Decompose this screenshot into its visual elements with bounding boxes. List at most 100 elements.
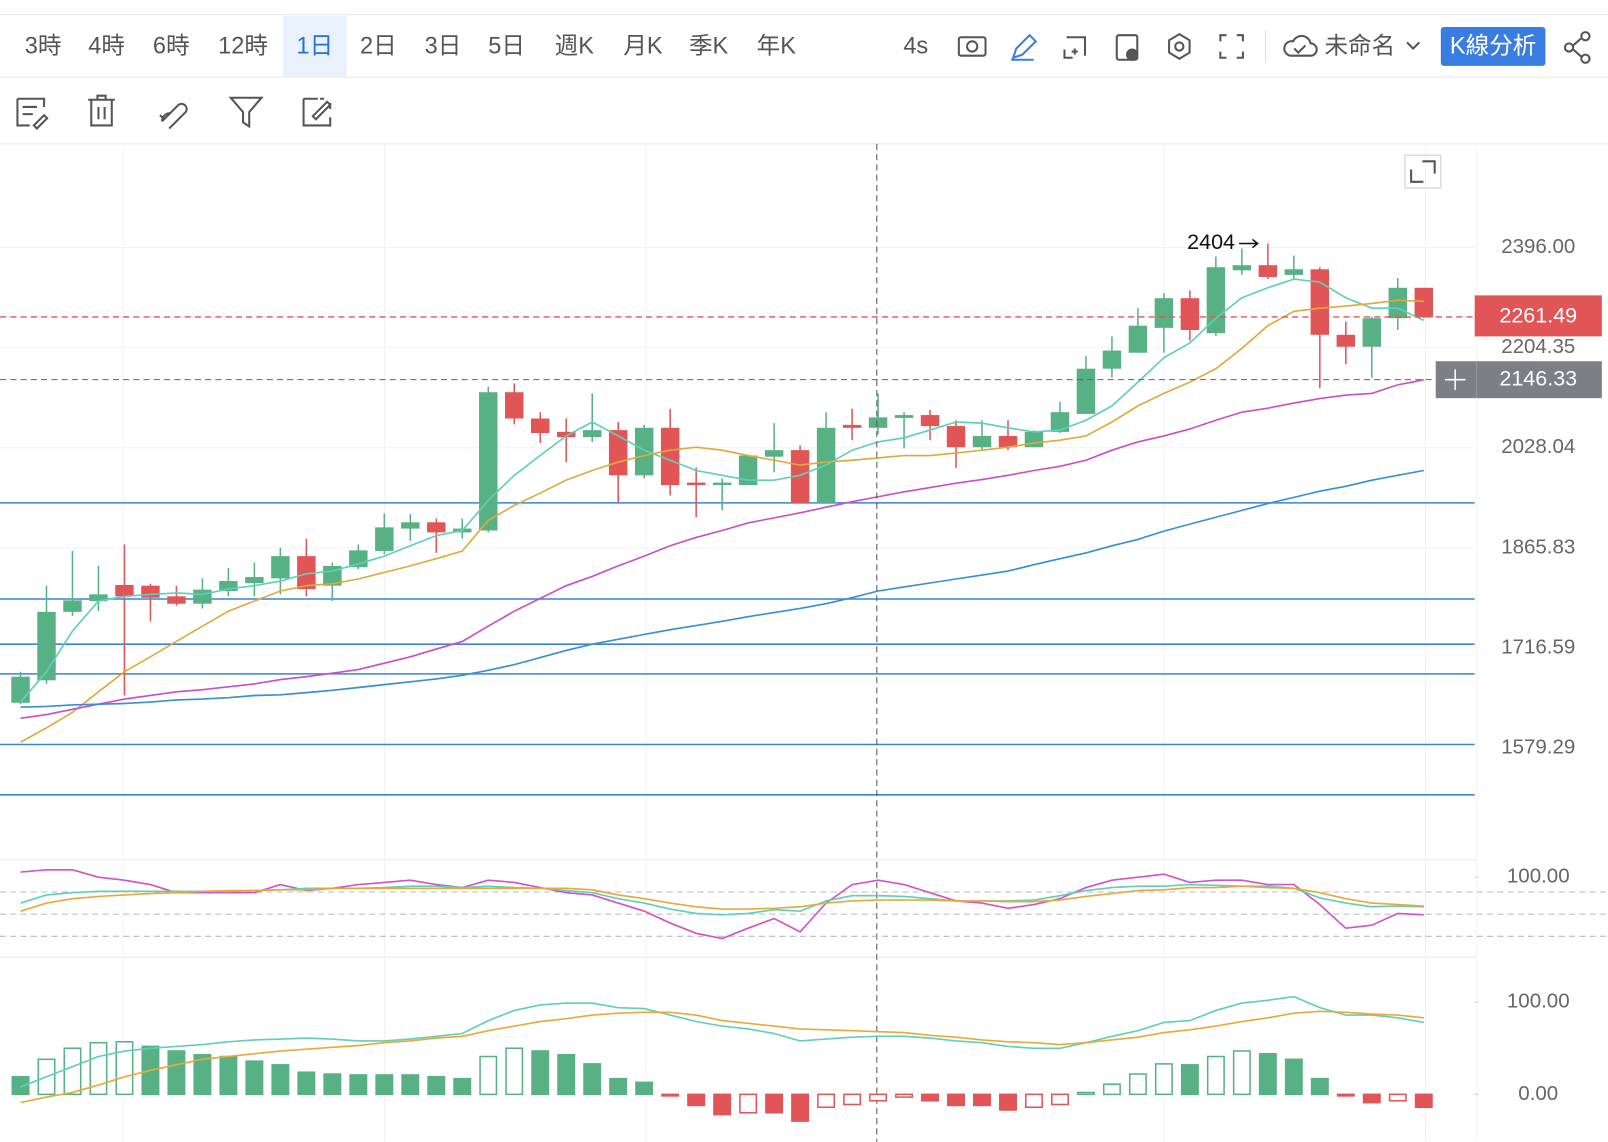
- histogram-bar: [297, 1071, 316, 1096]
- timeframe-button[interactable]: 月K: [623, 33, 663, 59]
- histogram-bar: [557, 1053, 576, 1096]
- analysis-button-bg[interactable]: [1440, 26, 1546, 66]
- candle-body: [1128, 325, 1148, 353]
- candle-body: [582, 430, 602, 438]
- candle-body: [505, 392, 524, 419]
- histogram-bar: [1050, 1093, 1069, 1106]
- candle-body: [1076, 368, 1096, 414]
- histogram-bar: [271, 1064, 290, 1096]
- high-arrow: [1239, 238, 1259, 249]
- histogram-bar: [1284, 1058, 1303, 1096]
- histogram-bar: [375, 1074, 394, 1096]
- candle-body: [764, 450, 784, 457]
- candle-body: [401, 522, 420, 529]
- histogram-bar: [479, 1055, 498, 1096]
- candle-body: [1336, 334, 1356, 347]
- timeframe-selected-bg: [283, 15, 347, 78]
- candle-body: [556, 431, 576, 438]
- histogram-bar: [687, 1093, 706, 1107]
- histogram-bar: [921, 1093, 940, 1102]
- candle-body: [1102, 350, 1122, 369]
- candle-body: [1180, 298, 1200, 330]
- histogram-bar: [349, 1074, 368, 1096]
- candle-body: [1414, 287, 1434, 317]
- histogram-bar: [817, 1093, 836, 1109]
- candle-body: [868, 417, 888, 428]
- toolbar-icons[interactable]: [957, 32, 1244, 61]
- histogram-bar: [63, 1047, 82, 1096]
- candle-body: [531, 418, 550, 434]
- share-icon[interactable]: [1563, 31, 1591, 64]
- timeframe-button[interactable]: 季K: [689, 33, 729, 59]
- candle-body: [427, 522, 446, 533]
- candle-body: [712, 482, 732, 486]
- candle-body: [634, 427, 654, 476]
- histogram-bar: [713, 1093, 732, 1116]
- histogram-bar: [1102, 1083, 1121, 1096]
- timeframe-button[interactable]: 6時: [153, 33, 190, 59]
- y-tick-label: 1579.29: [1501, 736, 1575, 759]
- timeframe-button[interactable]: 2日: [360, 33, 397, 59]
- candle-body: [63, 600, 82, 612]
- moving-average: [20, 469, 1424, 709]
- candle-body: [11, 676, 30, 703]
- candle-body: [245, 577, 264, 584]
- timeframe-button[interactable]: 3時: [25, 33, 62, 59]
- y-tick-label: 1716.59: [1501, 635, 1575, 658]
- candle-body: [894, 415, 914, 418]
- timeframe-button[interactable]: 1日: [296, 33, 333, 59]
- candle-body: [920, 415, 940, 427]
- candle-body: [1284, 269, 1304, 275]
- analysis-button[interactable]: K線分析: [1450, 33, 1536, 59]
- refresh-interval[interactable]: 4s: [903, 33, 928, 59]
- histogram-bar: [1414, 1093, 1433, 1109]
- timeframe-button[interactable]: 4時: [88, 33, 125, 59]
- candle-body: [1362, 318, 1382, 347]
- drawing-tools[interactable]: [16, 94, 332, 130]
- last-price-label: 2261.49: [1499, 304, 1577, 328]
- histogram-bar: [1336, 1093, 1355, 1097]
- histogram-bar: [453, 1077, 472, 1096]
- moving-average: [20, 299, 1424, 743]
- timeframe-button[interactable]: 5日: [488, 33, 525, 59]
- candle-body: [1258, 265, 1278, 277]
- expand-button[interactable]: [1404, 154, 1442, 189]
- candle-body: [219, 581, 238, 591]
- candle-body: [608, 430, 628, 476]
- candle-body: [1388, 287, 1408, 319]
- candle-body: [660, 427, 680, 486]
- histogram-bar: [167, 1050, 186, 1096]
- timeframe-button[interactable]: 週K: [555, 33, 595, 59]
- cloud-icon[interactable]: [1283, 34, 1318, 57]
- candle-body: [37, 611, 56, 681]
- timeframe-button[interactable]: 年K: [757, 33, 797, 59]
- chevron[interactable]: [1406, 41, 1421, 50]
- timeframe-button[interactable]: 12時: [218, 33, 268, 59]
- histogram-bar: [609, 1077, 628, 1096]
- y-tick-label: 2028.04: [1501, 435, 1575, 458]
- histogram-bar: [661, 1093, 680, 1097]
- histogram-bar: [999, 1093, 1017, 1111]
- histogram-bar: [245, 1060, 264, 1096]
- histogram-bar: [739, 1093, 758, 1114]
- candle-body: [167, 596, 186, 604]
- histogram-bar: [791, 1093, 810, 1122]
- layout-name[interactable]: 未命名: [1324, 33, 1395, 59]
- candle-body: [738, 455, 758, 486]
- candle-body: [946, 426, 966, 448]
- moving-average: [20, 379, 1424, 720]
- expand-icon[interactable]: [1410, 160, 1436, 183]
- histogram-bar: [843, 1093, 862, 1106]
- timeframe-button[interactable]: 3日: [425, 33, 462, 59]
- candle-body: [115, 585, 134, 597]
- candle-body: [479, 392, 498, 531]
- histogram-bar: [765, 1093, 784, 1114]
- histogram-bar: [1388, 1093, 1407, 1102]
- candle-body: [141, 585, 160, 598]
- last-price-tag: [1474, 295, 1602, 337]
- histogram-bar: [1362, 1093, 1381, 1104]
- histogram-bar: [193, 1053, 212, 1096]
- histogram-bar: [895, 1093, 914, 1098]
